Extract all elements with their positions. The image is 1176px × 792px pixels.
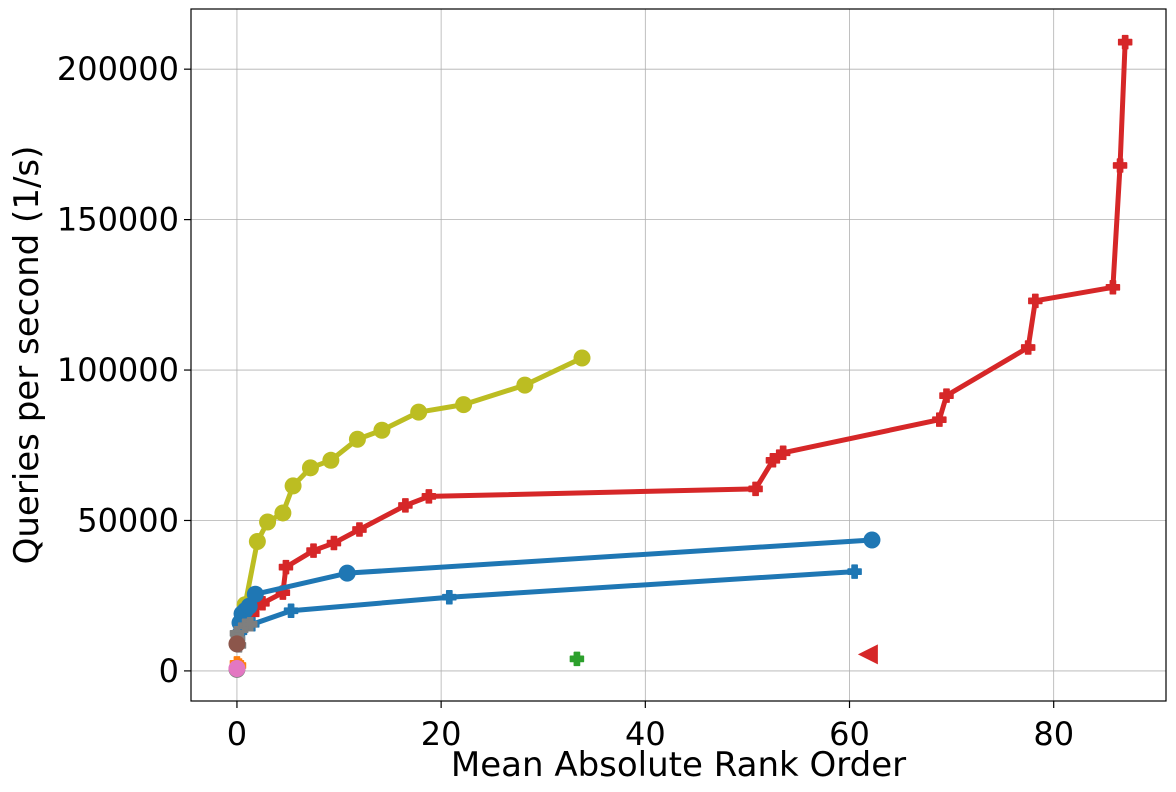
y-tick-label: 100000 — [57, 351, 179, 389]
x-axis-label: Mean Absolute Rank Order — [451, 745, 906, 785]
series-line — [235, 569, 858, 641]
data-point — [283, 603, 299, 618]
data-point — [246, 585, 264, 603]
data-point — [278, 559, 294, 575]
data-point — [1117, 34, 1133, 50]
data-point — [248, 533, 266, 551]
data-point — [306, 543, 321, 558]
series-1 — [236, 349, 591, 614]
x-tick-label: 0 — [227, 715, 247, 753]
data-point — [569, 651, 585, 667]
data-point — [775, 445, 791, 461]
data-point — [1112, 158, 1128, 173]
data-point — [284, 477, 302, 495]
x-tick-label: 60 — [829, 715, 870, 753]
series-5 — [857, 644, 878, 665]
y-axis-label: Queries per second (1/s) — [7, 146, 47, 565]
data-point — [455, 396, 473, 414]
plot-series — [228, 34, 1133, 678]
data-point — [1028, 293, 1043, 309]
series-line — [237, 537, 875, 626]
plot-frame — [190, 8, 1167, 702]
series-0 — [237, 34, 1133, 628]
data-point — [228, 635, 246, 653]
y-tick-label: 0 — [159, 652, 179, 690]
data-point — [301, 459, 319, 477]
y-tick-label: 50000 — [77, 501, 179, 539]
data-point — [516, 376, 534, 394]
data-point — [326, 535, 342, 551]
series-4 — [569, 651, 585, 667]
y-tick-label: 150000 — [57, 201, 179, 239]
data-point — [1105, 280, 1121, 295]
data-point — [442, 589, 457, 605]
series-8 — [228, 635, 246, 653]
data-point — [228, 660, 246, 678]
data-point — [274, 504, 292, 522]
data-point — [765, 453, 781, 468]
series-10 — [228, 660, 246, 678]
data-point — [1020, 340, 1036, 355]
data-point — [573, 349, 591, 367]
x-tick-label: 80 — [1033, 715, 1074, 753]
grid-lines — [191, 9, 1166, 701]
data-point — [352, 522, 367, 537]
data-point — [410, 403, 428, 421]
data-point — [259, 513, 277, 531]
x-tick-label: 40 — [625, 715, 666, 753]
x-tick-label: 20 — [421, 715, 462, 753]
data-point — [322, 451, 340, 469]
data-point — [398, 498, 413, 513]
data-point — [373, 421, 391, 439]
data-point — [932, 412, 947, 427]
data-point — [242, 617, 258, 632]
y-tick-label: 200000 — [57, 50, 179, 88]
data-point — [421, 489, 437, 504]
data-point — [857, 644, 878, 665]
data-point — [338, 564, 356, 582]
data-point — [863, 531, 881, 549]
data-point — [348, 430, 366, 448]
data-point — [748, 481, 763, 497]
series-line — [242, 39, 1128, 623]
axis-ticks: 0 20 40 60 80 0 50000 100000 150000 200000 — [57, 50, 1074, 753]
data-point — [939, 388, 954, 403]
data-point — [847, 564, 862, 579]
